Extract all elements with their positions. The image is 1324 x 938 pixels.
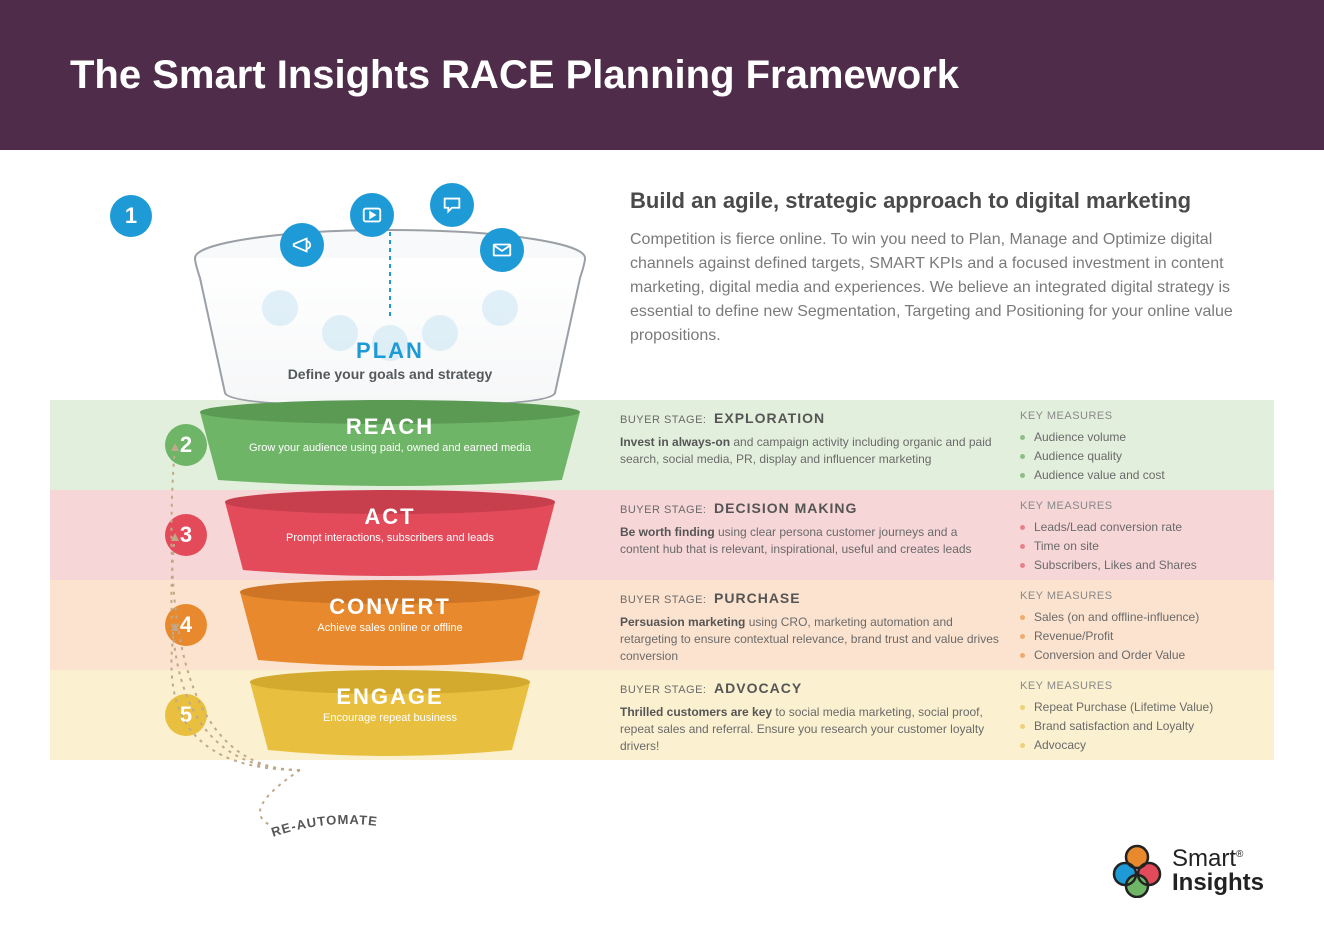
- logo-text: Smart® Insights: [1172, 847, 1264, 895]
- measure-item: Repeat Purchase (Lifetime Value): [1020, 698, 1280, 717]
- key-measures-label: KEY MEASURES: [1020, 680, 1280, 692]
- measure-item: Conversion and Order Value: [1020, 646, 1280, 665]
- measures-list: Repeat Purchase (Lifetime Value)Brand sa…: [1020, 698, 1280, 756]
- page-title: The Smart Insights RACE Planning Framewo…: [70, 53, 959, 98]
- measure-item: Revenue/Profit: [1020, 627, 1280, 646]
- key-measures-label: KEY MEASURES: [1020, 410, 1280, 422]
- buyer-stage-label: BUYER STAGE: DECISION MAKING: [620, 500, 1000, 516]
- measure-item: Advocacy: [1020, 736, 1280, 755]
- plan-subtitle: Define your goals and strategy: [190, 366, 590, 382]
- key-measures-label: KEY MEASURES: [1020, 500, 1280, 512]
- measure-item: Audience volume: [1020, 428, 1280, 447]
- measures-list: Leads/Lead conversion rateTime on siteSu…: [1020, 518, 1280, 576]
- buyer-stage-label: BUYER STAGE: ADVOCACY: [620, 680, 1000, 696]
- stage-content-engage: BUYER STAGE: ADVOCACY Thrilled customers …: [620, 680, 1280, 756]
- plan-label: PLAN Define your goals and strategy: [190, 338, 590, 382]
- plan-number: 1: [125, 203, 137, 229]
- buyer-stage-label: BUYER STAGE: EXPLORATION: [620, 410, 1000, 426]
- intro-body: Competition is fierce online. To win you…: [630, 228, 1270, 348]
- stage-content-convert: BUYER STAGE: PURCHASE Persuasion marketin…: [620, 590, 1280, 666]
- svg-text:RE-AUTOMATE: RE-AUTOMATE: [269, 815, 378, 840]
- play-icon: [350, 193, 394, 237]
- stage-description: Persuasion marketing using CRO, marketin…: [620, 614, 1000, 664]
- stage-content-act: BUYER STAGE: DECISION MAKING Be worth fin…: [620, 500, 1280, 576]
- intro-heading: Build an agile, strategic approach to di…: [630, 188, 1270, 214]
- megaphone-icon: [280, 223, 324, 267]
- stage-description: Be worth finding using clear persona cus…: [620, 524, 1000, 558]
- feedback-arrows: [120, 390, 320, 850]
- chat-icon: [430, 183, 474, 227]
- measure-item: Sales (on and offline-influence): [1020, 608, 1280, 627]
- funnel-plan-section: PLAN Define your goals and strategy: [190, 178, 590, 398]
- buyer-stage-label: BUYER STAGE: PURCHASE: [620, 590, 1000, 606]
- plan-number-badge: 1: [110, 195, 152, 237]
- stage-description: Thrilled customers are key to social med…: [620, 704, 1000, 754]
- stage-content-reach: BUYER STAGE: EXPLORATION Invest in always…: [620, 410, 1280, 486]
- logo-icon: [1110, 844, 1164, 898]
- measure-item: Brand satisfaction and Loyalty: [1020, 717, 1280, 736]
- header-band: The Smart Insights RACE Planning Framewo…: [0, 0, 1324, 150]
- measure-item: Time on site: [1020, 537, 1280, 556]
- stage-description: Invest in always-on and campaign activit…: [620, 434, 1000, 468]
- reautomate-label: RE-AUTOMATE: [268, 815, 428, 848]
- smart-insights-logo: Smart® Insights: [1110, 844, 1264, 898]
- measures-list: Audience volumeAudience qualityAudience …: [1020, 428, 1280, 486]
- measure-item: Audience value and cost: [1020, 466, 1280, 485]
- measures-list: Sales (on and offline-influence)Revenue/…: [1020, 608, 1280, 666]
- key-measures-label: KEY MEASURES: [1020, 590, 1280, 602]
- plan-bg-icons: [190, 238, 590, 408]
- intro-block: Build an agile, strategic approach to di…: [630, 188, 1270, 348]
- mail-icon: [480, 228, 524, 272]
- plan-title: PLAN: [190, 338, 590, 364]
- measure-item: Subscribers, Likes and Shares: [1020, 556, 1280, 575]
- measure-item: Leads/Lead conversion rate: [1020, 518, 1280, 537]
- measure-item: Audience quality: [1020, 447, 1280, 466]
